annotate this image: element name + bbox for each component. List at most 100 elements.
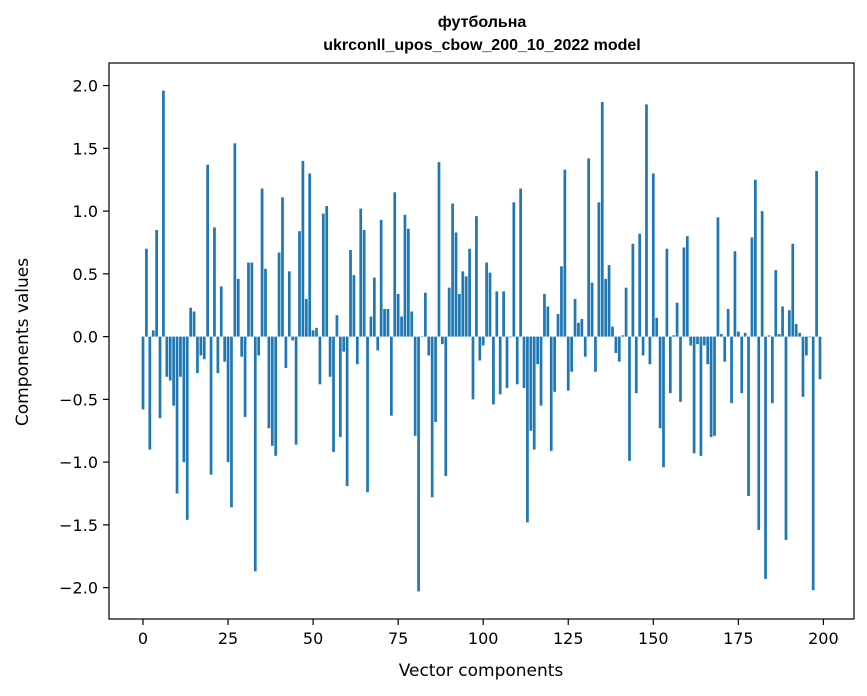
bar-2 — [148, 336, 152, 450]
bar-4 — [155, 229, 158, 337]
bar-48 — [304, 298, 308, 337]
bar-100 — [481, 336, 485, 346]
bar-158 — [679, 336, 682, 402]
bar-149 — [648, 336, 652, 365]
bar-145 — [634, 336, 638, 394]
bar-26 — [230, 336, 233, 508]
bar-97 — [471, 336, 475, 400]
bar-150 — [651, 173, 655, 337]
bar-group — [141, 90, 822, 592]
bar-122 — [556, 314, 560, 337]
bar-78 — [407, 228, 410, 337]
bar-42 — [284, 336, 288, 368]
bar-181 — [757, 336, 761, 530]
bar-140 — [617, 336, 621, 362]
bar-5 — [158, 336, 162, 419]
bar-36 — [264, 268, 267, 337]
bar-12 — [182, 336, 186, 463]
bar-162 — [692, 336, 696, 454]
bar-25 — [226, 336, 230, 463]
bar-191 — [791, 243, 795, 337]
bar-164 — [699, 336, 703, 456]
bar-8 — [168, 336, 172, 381]
y-tick-label: 0.5 — [73, 265, 98, 284]
bar-89 — [444, 336, 448, 476]
bar-185 — [771, 336, 774, 404]
bar-69 — [376, 336, 380, 351]
bar-143 — [628, 336, 631, 461]
bar-84 — [427, 336, 431, 356]
bar-55 — [328, 336, 332, 377]
bar-165 — [702, 336, 706, 346]
bar-99 — [478, 336, 482, 361]
bar-163 — [696, 336, 699, 345]
bar-105 — [498, 336, 502, 395]
x-tick-label: 0 — [138, 629, 148, 648]
bar-39 — [274, 336, 278, 456]
y-axis-label: Components values — [13, 258, 33, 426]
bar-196 — [808, 336, 812, 338]
bar-120 — [549, 336, 553, 451]
bar-53 — [321, 213, 325, 337]
bar-85 — [430, 336, 434, 498]
bar-86 — [434, 336, 437, 422]
bar-102 — [488, 272, 492, 337]
bar-31 — [247, 262, 250, 337]
bar-18 — [202, 336, 206, 360]
bar-10 — [175, 336, 179, 494]
bar-61 — [349, 250, 352, 337]
bar-179 — [750, 237, 754, 337]
bar-30 — [243, 336, 247, 417]
y-tick-label: −1.5 — [59, 516, 98, 535]
bar-54 — [325, 206, 329, 337]
bar-125 — [566, 336, 570, 391]
bar-111 — [519, 188, 522, 337]
bar-168 — [713, 336, 716, 436]
bar-51 — [315, 327, 318, 337]
bar-62 — [352, 275, 356, 337]
bar-117 — [539, 336, 543, 406]
bar-108 — [509, 336, 512, 338]
bar-134 — [597, 202, 601, 337]
bar-23 — [219, 286, 223, 337]
bar-29 — [240, 336, 244, 357]
y-axis-ticks: −2.0 −1.5 −1.0 −0.5 0.0 0.5 1.0 1.5 2.0 — [59, 77, 109, 598]
bar-16 — [196, 336, 199, 374]
bar-71 — [383, 309, 386, 337]
bar-144 — [631, 243, 635, 337]
bar-3 — [151, 330, 155, 337]
bar-21 — [213, 227, 216, 337]
bar-116 — [536, 336, 539, 365]
bar-178 — [747, 336, 750, 497]
x-tick-label: 25 — [218, 629, 238, 648]
bar-24 — [223, 336, 227, 362]
bar-58 — [338, 336, 342, 438]
bar-160 — [685, 236, 689, 337]
x-tick-label: 125 — [553, 629, 584, 648]
bar-6 — [162, 90, 165, 337]
bar-112 — [522, 336, 526, 389]
bar-70 — [379, 219, 383, 337]
bar-107 — [505, 336, 509, 389]
chart-subtitle: ukrconll_upos_cbow_200_10_2022 model — [323, 37, 640, 54]
x-tick-label: 75 — [388, 629, 408, 648]
bar-155 — [668, 336, 672, 394]
bar-50 — [311, 330, 315, 337]
bar-159 — [682, 247, 686, 337]
x-tick-label: 150 — [638, 629, 669, 648]
bar-60 — [345, 336, 349, 486]
bar-151 — [655, 317, 659, 337]
bar-139 — [614, 336, 618, 353]
x-tick-label: 50 — [303, 629, 323, 648]
bar-95 — [464, 276, 468, 337]
bar-131 — [587, 158, 591, 337]
y-tick-label: −2.0 — [59, 579, 98, 598]
bar-104 — [495, 291, 499, 337]
bar-28 — [236, 278, 240, 337]
bar-123 — [560, 266, 563, 337]
bar-138 — [611, 326, 614, 337]
bar-141 — [621, 335, 625, 337]
bar-193 — [798, 332, 801, 337]
bar-142 — [624, 287, 628, 337]
bar-169 — [716, 217, 720, 337]
